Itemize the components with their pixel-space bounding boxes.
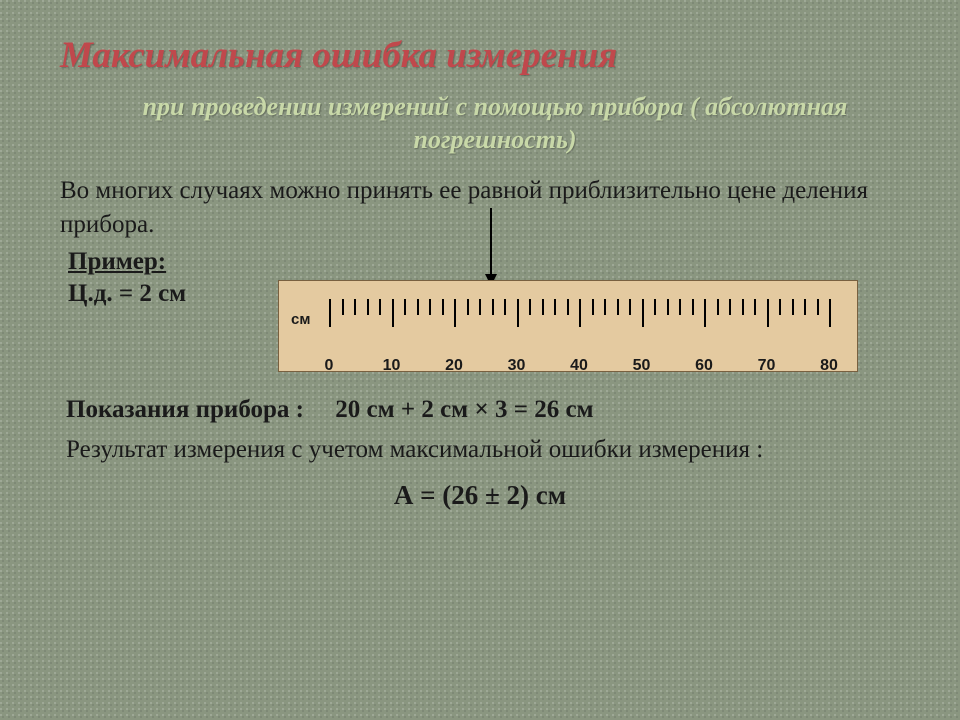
tick-minor xyxy=(679,299,681,315)
tick-minor xyxy=(442,299,444,315)
tick-minor xyxy=(367,299,369,315)
tick-minor xyxy=(717,299,719,315)
tick-minor xyxy=(567,299,569,315)
tick-label: 80 xyxy=(820,357,838,375)
tick-minor xyxy=(542,299,544,315)
tick-minor xyxy=(429,299,431,315)
tick-minor xyxy=(417,299,419,315)
tick-minor xyxy=(817,299,819,315)
tick-minor xyxy=(529,299,531,315)
tick-minor xyxy=(554,299,556,315)
tick-label: 60 xyxy=(695,357,713,375)
tick-label: 30 xyxy=(508,357,526,375)
tick-label: 50 xyxy=(633,357,651,375)
ruler: см 01020304050607080 xyxy=(278,280,858,372)
tick-minor xyxy=(792,299,794,315)
slide-content: Максимальная ошибка измерения при провед… xyxy=(0,0,960,531)
tick-major xyxy=(329,299,331,327)
ruler-unit-label: см xyxy=(291,311,310,328)
tick-minor xyxy=(492,299,494,315)
tick-minor xyxy=(729,299,731,315)
cd-value: Ц.д. = 2 см xyxy=(68,280,268,308)
tick-minor xyxy=(667,299,669,315)
tick-minor xyxy=(379,299,381,315)
tick-minor xyxy=(654,299,656,315)
tick-minor xyxy=(604,299,606,315)
tick-minor xyxy=(804,299,806,315)
arrow-line xyxy=(490,208,492,276)
reading-expression: 20 см + 2 см × 3 = 26 см xyxy=(335,396,593,423)
tick-label: 70 xyxy=(758,357,776,375)
tick-minor xyxy=(742,299,744,315)
tick-label: 10 xyxy=(383,357,401,375)
final-equation: А = (26 ± 2) см xyxy=(60,480,900,511)
ruler-ticks: 01020304050607080 xyxy=(329,299,839,339)
tick-minor xyxy=(754,299,756,315)
tick-minor xyxy=(592,299,594,315)
tick-major xyxy=(642,299,644,327)
reading-row: Показания прибора : 20 см + 2 см × 3 = 2… xyxy=(66,396,900,424)
tick-minor xyxy=(629,299,631,315)
ruler-container: см 01020304050607080 xyxy=(278,280,858,372)
pointer-arrow xyxy=(485,208,497,286)
tick-minor xyxy=(479,299,481,315)
tick-minor xyxy=(342,299,344,315)
tick-major xyxy=(704,299,706,327)
tick-minor xyxy=(617,299,619,315)
tick-label: 40 xyxy=(570,357,588,375)
tick-major xyxy=(392,299,394,327)
tick-minor xyxy=(354,299,356,315)
tick-major xyxy=(454,299,456,327)
tick-minor xyxy=(692,299,694,315)
reading-label: Показания прибора : xyxy=(66,396,304,423)
tick-minor xyxy=(504,299,506,315)
tick-minor xyxy=(404,299,406,315)
slide-subtitle: при проведении измерений с помощью прибо… xyxy=(130,91,860,156)
tick-minor xyxy=(779,299,781,315)
tick-minor xyxy=(467,299,469,315)
tick-major xyxy=(767,299,769,327)
tick-major xyxy=(579,299,581,327)
tick-major xyxy=(517,299,519,327)
result-label: Результат измерения с учетом максимально… xyxy=(66,434,900,467)
tick-label: 20 xyxy=(445,357,463,375)
tick-label: 0 xyxy=(325,357,334,375)
intro-text: Во многих случаях можно принять ее равно… xyxy=(60,174,900,242)
slide-title: Максимальная ошибка измерения xyxy=(60,34,900,77)
tick-major xyxy=(829,299,831,327)
